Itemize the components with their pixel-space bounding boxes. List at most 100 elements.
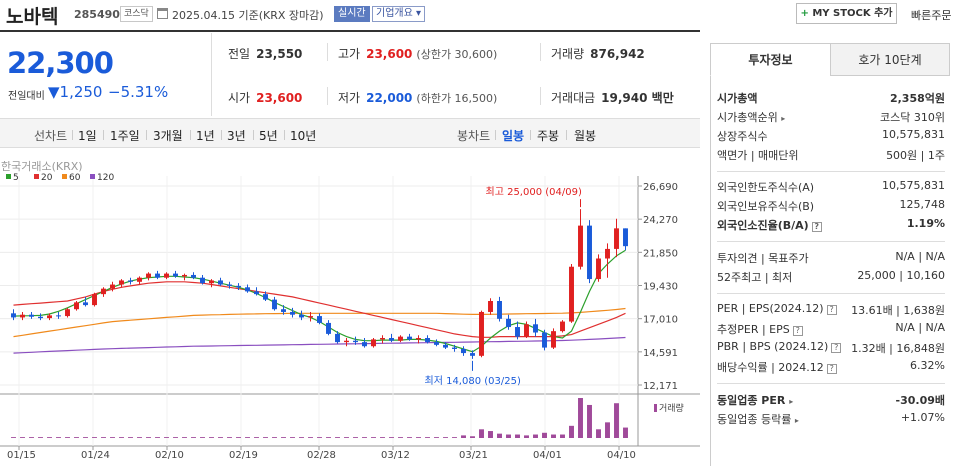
volume-bar — [317, 437, 322, 438]
volume-bar — [506, 434, 511, 438]
ma-legend-swatch — [6, 174, 11, 179]
stat-prev-close: 전일 23,550 — [228, 47, 303, 61]
candle-body — [362, 342, 367, 347]
volume-bar — [461, 435, 466, 438]
row-foreign-ratio: 외국인소진율(B/A)? 1.19% — [717, 217, 945, 232]
info-divider — [717, 293, 945, 294]
tab-3month[interactable]: 3개월 — [153, 129, 183, 143]
volume-bar — [452, 437, 457, 438]
x-tick-label: 03/21 — [459, 450, 488, 461]
candle-body — [524, 324, 529, 337]
tab-orderbook[interactable]: 호가 10단계 — [830, 43, 950, 76]
row-face-value: 액면가 | 매매단위 500원 | 1주 — [717, 149, 945, 162]
tab-investment-info[interactable]: 투자정보 — [710, 43, 831, 76]
help-icon[interactable]: ? — [826, 364, 837, 374]
tab-10year[interactable]: 10년 — [290, 129, 317, 143]
volume-legend-swatch — [654, 404, 657, 412]
tab-monthly[interactable]: 월봉 — [574, 129, 597, 143]
x-tick-label: 03/12 — [381, 450, 410, 461]
base-date: 2025.04.15 기준(KRX 장마감) — [172, 9, 324, 22]
candle-body — [11, 313, 16, 318]
help-icon[interactable]: ? — [792, 326, 803, 336]
candle-body — [218, 280, 223, 285]
row-opinion: 투자의견 | 목표주가 N/A | N/A — [717, 250, 945, 265]
volume-bar — [128, 437, 133, 438]
candle-body — [182, 274, 187, 277]
stat-divider — [540, 87, 541, 105]
row-dividend: 배당수익률 | 2024.12? 6.32% — [717, 359, 945, 374]
chevron-right-icon: ▸ — [789, 397, 794, 406]
candle-body — [470, 353, 475, 356]
ma-legend-swatch — [90, 174, 95, 179]
candle-body — [281, 309, 286, 312]
candle-body — [20, 314, 25, 318]
volume-bar — [497, 433, 502, 438]
x-tick-label: 04/10 — [607, 450, 636, 461]
y-tick-label: 24,270 — [643, 215, 678, 226]
volume-bar — [533, 434, 538, 438]
row-per: PER | EPS(2024.12)? 13.61배 | 1,638원 — [717, 302, 945, 317]
stat-divider — [327, 43, 328, 61]
volume-bar — [65, 437, 70, 438]
tab-5year[interactable]: 5년 — [259, 129, 278, 143]
candle-body — [542, 332, 547, 348]
help-icon[interactable]: ? — [826, 305, 837, 315]
candle-body — [245, 287, 250, 292]
volume-bar — [47, 437, 52, 438]
tab-separator — [530, 130, 531, 140]
volume-bar — [578, 398, 583, 438]
help-icon[interactable]: ? — [831, 343, 842, 353]
tab-3year[interactable]: 3년 — [227, 129, 246, 143]
candle-body — [137, 277, 142, 282]
volume-bar — [380, 437, 385, 438]
candle-body — [38, 316, 43, 319]
realtime-button[interactable]: 실시간 — [334, 6, 370, 22]
stat-low: 저가 22,000 (하한가 16,500) — [338, 91, 498, 105]
stat-volume: 거래량 876,942 — [551, 47, 645, 61]
tab-separator — [495, 130, 496, 140]
row-pbr: PBR | BPS (2024.12)? 1.32배 | 16,848원 — [717, 340, 945, 355]
candle-body — [344, 340, 349, 343]
candle-body — [461, 348, 466, 354]
y-tick-label: 21,850 — [643, 248, 678, 259]
tab-separator — [103, 130, 104, 140]
candle-body — [479, 311, 484, 356]
vs-prev-label: 전일대비 — [8, 91, 45, 102]
row-industry-rate: 동일업종 등락률 ▸ +1.07% — [717, 411, 945, 426]
ma60-line — [13, 307, 626, 338]
volume-bar — [344, 437, 349, 438]
volume-bar — [524, 435, 529, 438]
candle-body — [515, 327, 520, 337]
tab-daily[interactable]: 일봉 — [502, 129, 525, 143]
candle-body — [371, 339, 376, 347]
help-icon[interactable]: ? — [811, 222, 822, 232]
header-divider — [0, 30, 700, 32]
candle-body — [380, 338, 385, 340]
price-chart[interactable]: 26,690 24,270 21,850 19,430 17,010 14,591 12,1… — [0, 148, 700, 466]
candle-body — [407, 336, 412, 340]
tab-separator — [566, 130, 567, 140]
market-badge: 코스닥 — [120, 6, 153, 22]
volume-bar — [200, 437, 205, 438]
tab-1week[interactable]: 1주일 — [110, 129, 140, 143]
my-stock-label: MY STOCK 추가 — [812, 8, 893, 19]
right-panel-tabs: 투자정보 호가 10단계 — [710, 43, 950, 76]
candle-body — [389, 338, 394, 341]
stat-divider — [540, 43, 541, 61]
tab-separator — [253, 130, 254, 140]
tab-1day[interactable]: 1일 — [78, 129, 97, 143]
chevron-right-icon: ▸ — [794, 416, 799, 425]
candle-body — [317, 316, 322, 323]
quick-order-link[interactable]: 빠른주문 — [911, 9, 952, 22]
candle-body — [92, 294, 97, 306]
tab-weekly[interactable]: 주봉 — [537, 129, 560, 143]
company-info-dropdown[interactable]: 기업개요 ▾ — [372, 6, 425, 22]
low-annotation: 최저 14,080 (03/25) — [425, 375, 521, 387]
candle-body — [623, 228, 628, 247]
tab-1year[interactable]: 1년 — [196, 129, 215, 143]
ma-legend-label: 20 — [41, 173, 53, 183]
y-tick-label: 17,010 — [643, 315, 678, 326]
x-tick-label: 02/10 — [155, 450, 184, 461]
candle-body — [155, 273, 160, 278]
my-stock-add-button[interactable]: + MY STOCK 추가 — [796, 3, 897, 24]
